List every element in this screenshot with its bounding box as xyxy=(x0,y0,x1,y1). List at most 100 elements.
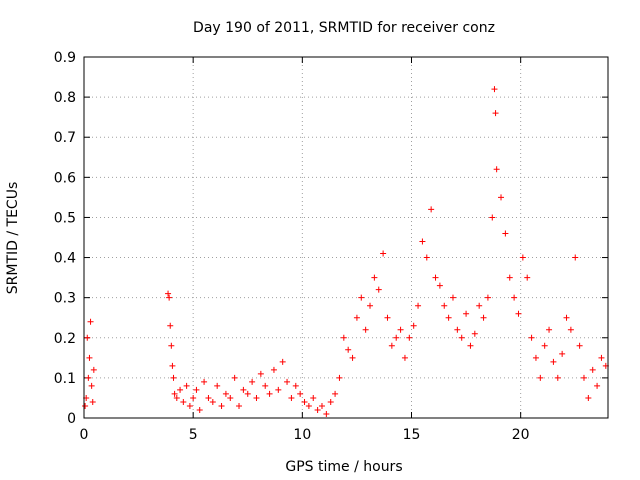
data-point xyxy=(244,390,251,397)
x-tick-label: 10 xyxy=(293,427,311,443)
data-point xyxy=(476,302,483,309)
data-point xyxy=(428,206,435,213)
data-point xyxy=(227,394,234,401)
data-point xyxy=(301,398,308,405)
data-point xyxy=(288,394,295,401)
data-point xyxy=(445,314,452,321)
data-point xyxy=(323,410,330,417)
y-tick-label: 0.9 xyxy=(54,50,76,66)
data-point xyxy=(249,378,256,385)
data-point xyxy=(222,390,229,397)
data-point xyxy=(594,382,601,389)
data-point xyxy=(170,374,177,381)
data-point xyxy=(257,370,264,377)
data-point xyxy=(85,374,92,381)
data-point xyxy=(87,318,94,325)
data-point xyxy=(209,398,216,405)
data-point xyxy=(598,354,605,361)
data-point xyxy=(449,294,456,301)
data-point xyxy=(166,294,173,301)
data-point xyxy=(177,386,184,393)
data-point xyxy=(506,274,513,281)
data-point xyxy=(358,294,365,301)
data-point xyxy=(353,314,360,321)
data-point xyxy=(173,394,180,401)
x-tick-label: 15 xyxy=(403,427,421,443)
data-point xyxy=(275,386,282,393)
data-point xyxy=(397,326,404,333)
data-point xyxy=(489,214,496,221)
y-tick-label: 0.1 xyxy=(54,371,76,387)
data-point xyxy=(183,382,190,389)
data-point xyxy=(362,326,369,333)
data-point xyxy=(240,386,247,393)
data-point xyxy=(89,398,96,405)
data-point xyxy=(90,366,97,373)
data-point xyxy=(171,390,178,397)
data-point xyxy=(393,334,400,341)
data-point xyxy=(305,402,312,409)
data-point xyxy=(231,374,238,381)
data-point xyxy=(168,342,175,349)
data-point xyxy=(180,398,187,405)
data-point xyxy=(218,402,225,409)
data-point xyxy=(493,166,500,173)
grid-layer xyxy=(84,57,608,418)
data-point xyxy=(279,358,286,365)
data-point xyxy=(380,250,387,257)
data-point xyxy=(236,402,243,409)
data-point xyxy=(467,342,474,349)
y-tick-label: 0.7 xyxy=(54,130,76,146)
data-point xyxy=(546,326,553,333)
data-point xyxy=(314,406,321,413)
data-point xyxy=(349,354,356,361)
data-point xyxy=(88,382,95,389)
data-point xyxy=(484,294,491,301)
y-tick-label: 0.2 xyxy=(54,331,76,347)
data-point xyxy=(82,402,89,409)
data-point xyxy=(340,334,347,341)
data-point xyxy=(388,342,395,349)
data-point xyxy=(532,354,539,361)
x-axis-label: GPS time / hours xyxy=(285,459,402,475)
y-tick-label: 0.3 xyxy=(54,291,76,307)
data-point xyxy=(297,390,304,397)
data-point xyxy=(567,326,574,333)
data-point xyxy=(332,390,339,397)
x-tick-label: 5 xyxy=(189,427,198,443)
y-tick-label: 0.6 xyxy=(54,170,76,186)
data-point xyxy=(375,286,382,293)
data-point xyxy=(284,378,291,385)
data-point xyxy=(491,86,498,93)
data-point xyxy=(559,350,566,357)
data-point xyxy=(270,366,277,373)
data-point xyxy=(511,294,518,301)
data-point xyxy=(406,334,413,341)
data-point xyxy=(266,390,273,397)
data-point xyxy=(86,354,93,361)
data-point xyxy=(524,274,531,281)
data-point xyxy=(401,354,408,361)
data-point xyxy=(345,346,352,353)
data-point xyxy=(541,342,548,349)
data-point xyxy=(367,302,374,309)
x-tick-label: 20 xyxy=(512,427,530,443)
data-point xyxy=(205,394,212,401)
data-point xyxy=(384,314,391,321)
data-point xyxy=(169,362,176,369)
data-point xyxy=(441,302,448,309)
ticks-layer: 0 0.1 0.2 0.3 0.4 0.5 0.6 0.7 0.8 0.9 0 5 10 15 20 xyxy=(54,50,608,443)
data-point xyxy=(336,374,343,381)
data-point xyxy=(214,382,221,389)
data-point xyxy=(432,274,439,281)
y-tick-label: 0.5 xyxy=(54,210,76,226)
data-point xyxy=(262,382,269,389)
data-point xyxy=(318,402,325,409)
data-point xyxy=(423,254,430,261)
data-point xyxy=(572,254,579,261)
chart-title: Day 190 of 2011, SRMTID for receiver con… xyxy=(193,20,495,36)
data-point xyxy=(201,378,208,385)
data-point xyxy=(310,394,317,401)
data-point xyxy=(327,398,334,405)
